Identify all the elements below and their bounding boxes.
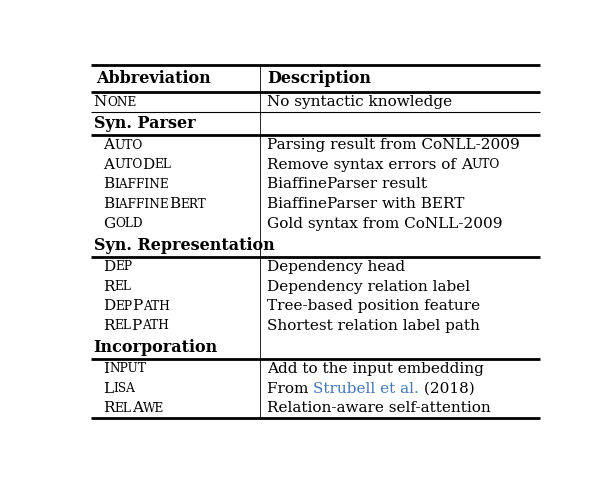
Text: Parsing result from CoNLL-2009: Parsing result from CoNLL-2009 <box>267 138 519 152</box>
Text: D: D <box>142 158 155 172</box>
Text: Shortest relation label path: Shortest relation label path <box>267 319 480 333</box>
Text: IAFFINE: IAFFINE <box>115 197 169 211</box>
Text: EP: EP <box>116 300 132 313</box>
Text: Syn. Parser: Syn. Parser <box>94 115 195 132</box>
Text: D: D <box>103 260 116 274</box>
Text: ATH: ATH <box>143 300 169 313</box>
Text: UTO: UTO <box>472 158 500 171</box>
Text: Syn. Representation: Syn. Representation <box>94 237 275 254</box>
Text: Strubell et al.: Strubell et al. <box>313 381 419 396</box>
Text: A: A <box>103 158 114 172</box>
Text: NPUT: NPUT <box>109 362 146 376</box>
Text: P: P <box>132 319 142 333</box>
Text: A: A <box>132 401 143 415</box>
Text: A: A <box>461 158 472 172</box>
Text: ERT: ERT <box>180 197 206 211</box>
Text: IAFFINE: IAFFINE <box>115 178 169 191</box>
Text: Remove syntax errors of: Remove syntax errors of <box>267 158 461 172</box>
Text: OLD: OLD <box>116 217 143 230</box>
Text: BiaffineParser with BERT: BiaffineParser with BERT <box>267 197 464 211</box>
Text: Dependency head: Dependency head <box>267 260 405 274</box>
Text: ATH: ATH <box>142 319 169 332</box>
Text: No syntactic knowledge: No syntactic knowledge <box>267 95 452 109</box>
Text: P: P <box>132 299 143 313</box>
Text: EL: EL <box>115 319 132 332</box>
Text: D: D <box>103 299 116 313</box>
Text: Tree-based position feature: Tree-based position feature <box>267 299 480 313</box>
Text: EP: EP <box>116 261 132 273</box>
Text: A: A <box>103 138 114 152</box>
Text: Add to the input embedding: Add to the input embedding <box>267 362 484 376</box>
Text: ISA: ISA <box>113 382 136 395</box>
Text: UTO: UTO <box>114 139 142 152</box>
Text: I: I <box>103 362 109 376</box>
Text: R: R <box>103 401 115 415</box>
Text: BiaffineParser result: BiaffineParser result <box>267 177 427 192</box>
Text: Dependency relation label: Dependency relation label <box>267 280 470 293</box>
Text: G: G <box>103 217 116 231</box>
Text: EL: EL <box>115 280 132 293</box>
Text: EL: EL <box>115 402 132 415</box>
Text: (2018): (2018) <box>419 381 474 396</box>
Text: B: B <box>169 197 180 211</box>
Text: R: R <box>103 280 115 293</box>
Text: N: N <box>94 95 107 109</box>
Text: L: L <box>103 381 113 396</box>
Text: EL: EL <box>155 158 172 171</box>
Text: B: B <box>103 197 115 211</box>
Text: Gold syntax from CoNLL-2009: Gold syntax from CoNLL-2009 <box>267 217 502 231</box>
Text: UTO: UTO <box>114 158 142 171</box>
Text: WE: WE <box>143 402 164 415</box>
Text: ONE: ONE <box>107 96 136 109</box>
Text: Relation-aware self-attention: Relation-aware self-attention <box>267 401 490 415</box>
Text: From: From <box>267 381 313 396</box>
Text: R: R <box>103 319 115 333</box>
Text: B: B <box>103 177 115 192</box>
Text: Description: Description <box>267 70 371 87</box>
Text: Incorporation: Incorporation <box>94 339 218 356</box>
Text: Abbreviation: Abbreviation <box>96 70 211 87</box>
